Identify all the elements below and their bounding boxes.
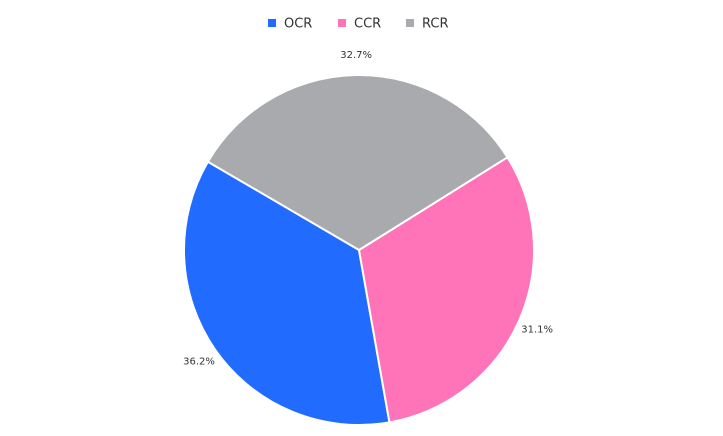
legend-swatch: [338, 19, 346, 27]
data-label: 36.2%: [183, 356, 215, 367]
legend-label: CCR: [354, 17, 381, 32]
pie-slice: [183, 160, 391, 426]
legend-swatch: [406, 19, 414, 27]
data-label: 31.1%: [521, 324, 553, 335]
pie-slice: [206, 74, 509, 252]
data-label: 32.7%: [340, 50, 372, 61]
legend-label: RCR: [422, 17, 449, 32]
legend-label: OCR: [284, 17, 312, 32]
legend-swatch: [268, 19, 276, 27]
